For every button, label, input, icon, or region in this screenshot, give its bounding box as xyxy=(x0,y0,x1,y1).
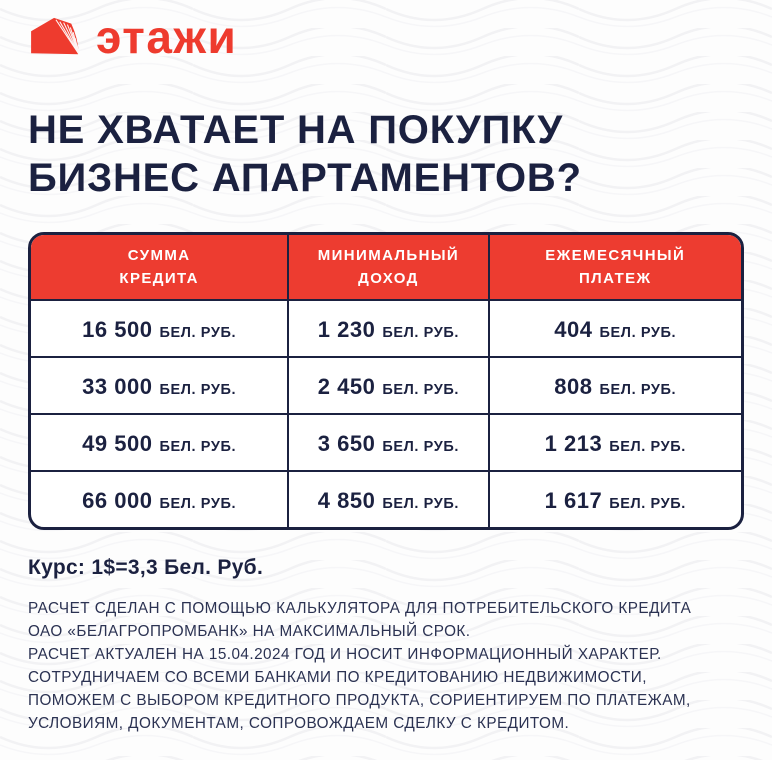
table-cell: 1 617 БЕЛ. РУБ. xyxy=(487,470,741,527)
disclaimer-line: ПОМОЖЕМ С ВЫБОРОМ КРЕДИТНОГО ПРОДУКТА, С… xyxy=(28,691,691,709)
etazhi-logo-icon xyxy=(28,15,82,59)
table-header-min-income: МИНИМАЛЬНЫЙ ДОХОД xyxy=(287,235,488,299)
header-monthly-payment-line2: ПЛАТЕЖ xyxy=(578,270,652,287)
header-credit-sum-line2: КРЕДИТА xyxy=(119,270,199,287)
cell-amount: 2 450 xyxy=(317,374,376,399)
header-min-income-line1: МИНИМАЛЬНЫЙ xyxy=(317,246,460,264)
page-title-line1: НЕ ХВАТАЕТ НА ПОКУПКУ xyxy=(28,108,564,152)
header-monthly-payment-line1: ЕЖЕМЕСЯЧНЫЙ xyxy=(545,246,686,264)
table-cell: 3 650 БЕЛ. РУБ. xyxy=(287,413,488,470)
table-cell: 66 000 БЕЛ. РУБ. xyxy=(31,470,288,527)
brand-wordmark: этажи xyxy=(96,11,238,63)
disclaimer: РАСЧЕТ СДЕЛАН С ПОМОЩЬЮ КАЛЬКУЛЯТОРА ДЛЯ… xyxy=(28,598,744,736)
header-credit-sum-line1: СУММА xyxy=(127,246,191,264)
cell-unit: БЕЛ. РУБ. xyxy=(382,382,460,398)
table-row: 33 000 БЕЛ. РУБ. 2 450 БЕЛ. РУБ. 808 БЕЛ… xyxy=(31,356,741,413)
disclaimer-line: УСЛОВИЯМ, ДОКУМЕНТАМ, СОПРОВОЖДАЕМ СДЕЛК… xyxy=(28,714,570,732)
cell-amount: 808 xyxy=(554,374,593,399)
page-title-line2: БИЗНЕС АПАРТАМЕНТОВ? xyxy=(28,156,582,200)
table-cell: 49 500 БЕЛ. РУБ. xyxy=(31,413,288,470)
table-cell: 1 213 БЕЛ. РУБ. xyxy=(487,413,741,470)
table-header-row: СУММА КРЕДИТА МИНИМАЛЬНЫЙ ДОХОД ЕЖЕМЕСЯЧ… xyxy=(31,235,741,299)
cell-unit: БЕЛ. РУБ. xyxy=(609,439,686,455)
cell-amount: 3 650 xyxy=(317,431,376,456)
table-row: 49 500 БЕЛ. РУБ. 3 650 БЕЛ. РУБ. 1 213 Б… xyxy=(31,413,741,470)
cell-unit: БЕЛ. РУБ. xyxy=(382,496,460,512)
cell-amount: 16 500 xyxy=(82,317,153,342)
cell-amount: 1 617 xyxy=(544,488,603,513)
table-cell: 33 000 БЕЛ. РУБ. xyxy=(31,356,288,413)
disclaimer-line: ОАО «БЕЛАГРОПРОМБАНК» НА МАКСИМАЛЬНЫЙ СР… xyxy=(28,622,471,640)
header-min-income-line2: ДОХОД xyxy=(358,270,419,287)
cell-unit: БЕЛ. РУБ. xyxy=(382,439,460,455)
cell-unit: БЕЛ. РУБ. xyxy=(599,382,677,398)
cell-amount: 1 213 xyxy=(544,431,603,456)
poster-page: этажи НЕ ХВАТАЕТ НА ПОКУПКУ БИЗНЕС АПАРТ… xyxy=(28,12,744,736)
cell-unit: БЕЛ. РУБ. xyxy=(159,382,237,398)
disclaimer-line: РАСЧЕТ СДЕЛАН С ПОМОЩЬЮ КАЛЬКУЛЯТОРА ДЛЯ… xyxy=(28,600,692,617)
cell-amount: 66 000 xyxy=(82,488,153,513)
table-cell: 4 850 БЕЛ. РУБ. xyxy=(287,470,488,527)
table-header-credit-sum: СУММА КРЕДИТА xyxy=(31,235,288,299)
exchange-rate: Курс: 1$=3,3 Бел. Руб. xyxy=(28,556,264,579)
cell-unit: БЕЛ. РУБ. xyxy=(382,325,460,341)
table-row: 16 500 БЕЛ. РУБ. 1 230 БЕЛ. РУБ. 404 БЕЛ… xyxy=(31,299,741,356)
table-row: 66 000 БЕЛ. РУБ. 4 850 БЕЛ. РУБ. 1 617 Б… xyxy=(31,470,741,527)
cell-unit: БЕЛ. РУБ. xyxy=(159,325,237,341)
disclaimer-line: РАСЧЕТ АКТУАЛЕН НА 15.04.2024 ГОД И НОСИ… xyxy=(28,645,662,663)
disclaimer-line: СОТРУДНИЧАЕМ СО ВСЕМИ БАНКАМИ ПО КРЕДИТО… xyxy=(28,668,647,686)
table-cell: 808 БЕЛ. РУБ. xyxy=(487,356,741,413)
cell-amount: 4 850 xyxy=(317,488,376,513)
table-cell: 16 500 БЕЛ. РУБ. xyxy=(31,299,288,356)
cell-unit: БЕЛ. РУБ. xyxy=(159,496,237,512)
credit-table: СУММА КРЕДИТА МИНИМАЛЬНЫЙ ДОХОД ЕЖЕМЕСЯЧ… xyxy=(28,232,744,530)
cell-amount: 404 xyxy=(554,317,593,342)
cell-unit: БЕЛ. РУБ. xyxy=(599,325,677,341)
table-body: 16 500 БЕЛ. РУБ. 1 230 БЕЛ. РУБ. 404 БЕЛ… xyxy=(31,299,741,527)
table-cell: 2 450 БЕЛ. РУБ. xyxy=(287,356,488,413)
table-header-monthly-payment: ЕЖЕМЕСЯЧНЫЙ ПЛАТЕЖ xyxy=(487,235,741,299)
cell-amount: 33 000 xyxy=(82,374,153,399)
table-cell: 404 БЕЛ. РУБ. xyxy=(487,299,741,356)
cell-unit: БЕЛ. РУБ. xyxy=(609,496,686,512)
page-title: НЕ ХВАТАЕТ НА ПОКУПКУ БИЗНЕС АПАРТАМЕНТО… xyxy=(28,106,744,202)
table-cell: 1 230 БЕЛ. РУБ. xyxy=(287,299,488,356)
cell-amount: 1 230 xyxy=(317,317,376,342)
cell-amount: 49 500 xyxy=(82,431,153,456)
cell-unit: БЕЛ. РУБ. xyxy=(159,439,237,455)
brand-header: этажи xyxy=(28,12,744,62)
